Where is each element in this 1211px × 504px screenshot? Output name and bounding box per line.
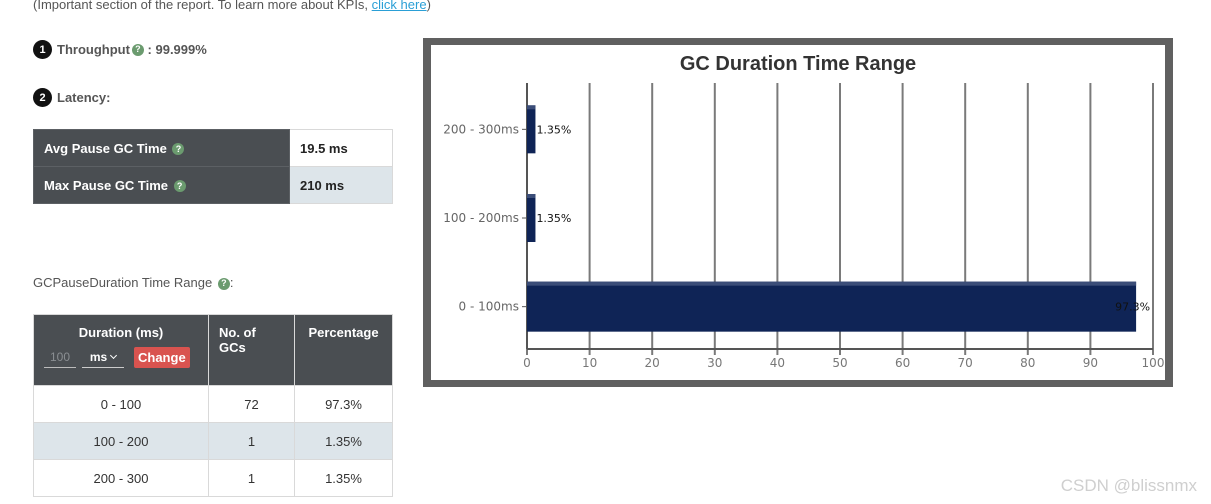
bar-highlight [527,194,536,198]
chart-title: GC Duration Time Range [679,53,917,75]
data-label: 1.35% [536,212,571,225]
unit-select-value: ms [89,349,108,364]
count-cell: 72 [208,385,295,423]
percentage-cell: 97.3% [294,385,393,423]
percentage-cell: 1.35% [294,459,393,497]
range-title-text: GCPauseDuration Time Range [33,275,213,290]
x-tick-label: 60 [895,356,910,370]
duration-table: Duration (ms) ms Change No. of GCs Perce… [33,314,393,497]
chevron-down-icon [110,351,118,359]
percentage-cell: 1.35% [294,422,393,460]
percentage-header: Percentage [294,314,393,386]
unit-size-input[interactable] [44,346,76,368]
bar-highlight [527,281,1137,286]
latency-label: Latency: [57,90,111,105]
throughput-label: Throughput [57,42,130,57]
x-tick-label: 50 [832,356,847,370]
kpi-help-link[interactable]: click here [371,0,427,12]
bar [527,105,536,154]
data-label: 97.3% [1115,301,1150,314]
table-row: 0 - 100 72 97.3% [33,385,393,423]
intro-close: ) [426,0,431,12]
avg-pause-label: Avg Pause GC Time [44,140,167,156]
latency-row: 2 Latency: [33,88,110,107]
x-tick-label: 30 [707,356,722,370]
unit-select[interactable]: ms [82,346,124,368]
watermark: CSDN @blissnmx [1060,476,1197,495]
table-row: 100 - 200 1 1.35% [33,422,393,460]
max-pause-label: Max Pause GC Time [44,177,169,193]
latency-row-avg: Avg Pause GC Time ? 19.5 ms [33,129,393,167]
step-one-badge: 1 [33,40,52,59]
bar [527,281,1137,332]
bar [527,194,536,242]
count-cell: 1 [208,422,295,460]
chart-panel: GC Duration Time Range 0 10 20 30 40 50 60 70 80… [431,45,1165,380]
count-cell: 1 [208,459,295,497]
x-tick-label: 100 [1142,356,1165,370]
intro-description: (Important section of the report. To lea… [33,0,372,12]
throughput-value: 99.999% [155,42,207,57]
y-category-label: 100 - 200ms [443,211,519,225]
data-label: 1.35% [536,123,571,136]
intro-text: (Important section of the report. To lea… [33,0,431,12]
max-pause-value: 210 ms [289,166,393,204]
y-category-label: 200 - 300ms [443,122,519,136]
x-tick-label: 90 [1083,356,1098,370]
duration-header-label: Duration (ms) [78,325,164,340]
x-tick-label: 70 [958,356,973,370]
step-two-badge: 2 [33,88,52,107]
question-circle-icon[interactable]: ? [173,180,186,193]
bar-highlight [527,105,536,110]
y-category-label: 0 - 100ms [459,300,519,314]
max-pause-label-cell: Max Pause GC Time ? [33,166,290,204]
change-button[interactable]: Change [134,347,190,368]
table-row: 200 - 300 1 1.35% [33,459,393,497]
x-tick-label: 0 [523,356,531,370]
duration-header: Duration (ms) ms Change [33,314,209,386]
x-tick-label: 40 [770,356,785,370]
unit-controls: ms Change [44,346,198,368]
throughput-row: 1 Throughput ? : 99.999% [33,40,207,59]
x-tick-label: 20 [645,356,660,370]
range-cell: 0 - 100 [33,385,209,423]
x-tick-label: 80 [1020,356,1035,370]
latency-table: Avg Pause GC Time ? 19.5 ms Max Pause GC… [33,129,393,204]
count-header: No. of GCs [208,314,295,386]
latency-row-max: Max Pause GC Time ? 210 ms [33,166,393,204]
question-circle-icon[interactable]: ? [131,43,144,56]
range-cell: 100 - 200 [33,422,209,460]
x-tick-label: 10 [582,356,597,370]
avg-pause-value: 19.5 ms [289,129,393,167]
avg-pause-label-cell: Avg Pause GC Time ? [33,129,290,167]
throughput-separator: : [143,42,156,57]
range-title-suffix: : [229,275,234,290]
question-circle-icon[interactable]: ? [172,143,185,156]
question-circle-icon[interactable]: ? [217,277,230,290]
gc-duration-chart: 0 10 20 30 40 50 60 70 80 90 100 0 - 100ms 97.3% 100 … [443,83,1165,370]
range-section-title: GCPauseDuration Time Range ?: [33,275,233,290]
duration-header-row: Duration (ms) ms Change No. of GCs Perce… [33,314,393,386]
chart-frame: GC Duration Time Range 0 10 20 30 40 50 60 70 80… [423,38,1173,387]
range-cell: 200 - 300 [33,459,209,497]
